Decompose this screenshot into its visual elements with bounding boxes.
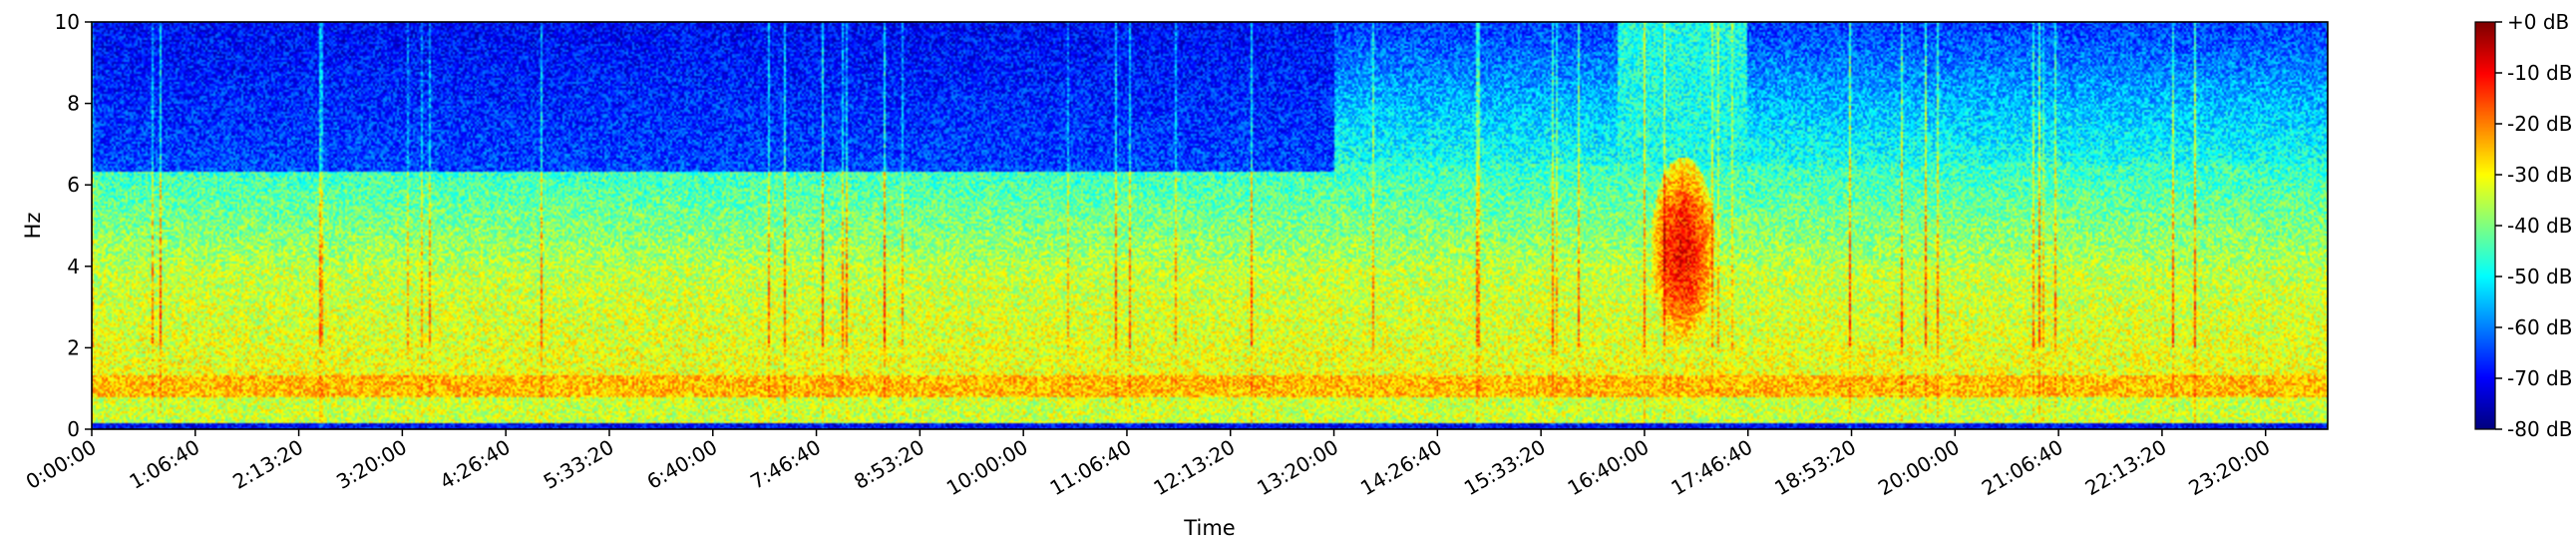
x-tick-label: 16:40:00 <box>1564 435 1654 501</box>
plot-frame <box>91 21 2329 430</box>
colorbar-tick-label: -40 dB <box>2507 214 2572 238</box>
x-tick-label: 1:06:40 <box>126 435 204 494</box>
colorbar-tick-label: -10 dB <box>2507 61 2572 85</box>
x-tick-label: 3:20:00 <box>332 435 411 494</box>
x-tick-label: 22:13:20 <box>2081 435 2171 501</box>
x-tick-label: 14:26:40 <box>1356 435 1446 501</box>
colorbar-tick-label: -80 dB <box>2507 417 2572 441</box>
x-tick-label: 11:06:40 <box>1046 435 1136 501</box>
y-tick-label: 2 <box>67 335 80 359</box>
x-tick-label: 13:20:00 <box>1253 435 1342 501</box>
x-tick-label: 4:26:40 <box>436 435 515 494</box>
x-axis-label: Time <box>1183 516 1235 540</box>
colorbar-tick-label: -50 dB <box>2507 265 2572 288</box>
y-axis-label: Hz <box>21 213 45 240</box>
x-tick-label: 5:33:20 <box>540 435 618 494</box>
x-tick-label: 20:00:00 <box>1874 435 1964 501</box>
x-tick-label: 8:53:20 <box>850 435 928 494</box>
x-tick-label: 12:13:20 <box>1149 435 1239 501</box>
colorbar-tick-label: -70 dB <box>2507 366 2572 390</box>
y-tick-label: 0 <box>67 417 80 441</box>
colorbar-tick-label: -20 dB <box>2507 112 2572 136</box>
x-tick-label: 10:00:00 <box>942 435 1032 501</box>
y-tick-label: 6 <box>67 173 80 197</box>
spectrogram-plot-area <box>92 22 2328 429</box>
x-tick-label: 15:33:20 <box>1460 435 1550 501</box>
x-tick-label: 2:13:20 <box>228 435 307 494</box>
x-tick-label: 0:00:00 <box>22 435 101 494</box>
colorbar-tick-label: +0 dB <box>2507 10 2569 34</box>
colorbar-tick-label: -60 dB <box>2507 315 2572 339</box>
colorbar-frame <box>2474 21 2496 430</box>
x-tick-label: 21:06:40 <box>1978 435 2067 501</box>
x-tick-label: 23:20:00 <box>2184 435 2274 501</box>
colorbar-gradient <box>2475 22 2495 429</box>
colorbar-tick-label: -30 dB <box>2507 163 2572 187</box>
y-tick-label: 10 <box>55 10 80 34</box>
y-tick-label: 8 <box>67 92 80 116</box>
y-tick-label: 4 <box>67 255 80 278</box>
x-tick-label: 7:46:40 <box>746 435 825 494</box>
x-tick-label: 17:46:40 <box>1666 435 1756 501</box>
x-tick-label: 6:40:00 <box>642 435 721 494</box>
x-tick-label: 18:53:20 <box>1770 435 1860 501</box>
